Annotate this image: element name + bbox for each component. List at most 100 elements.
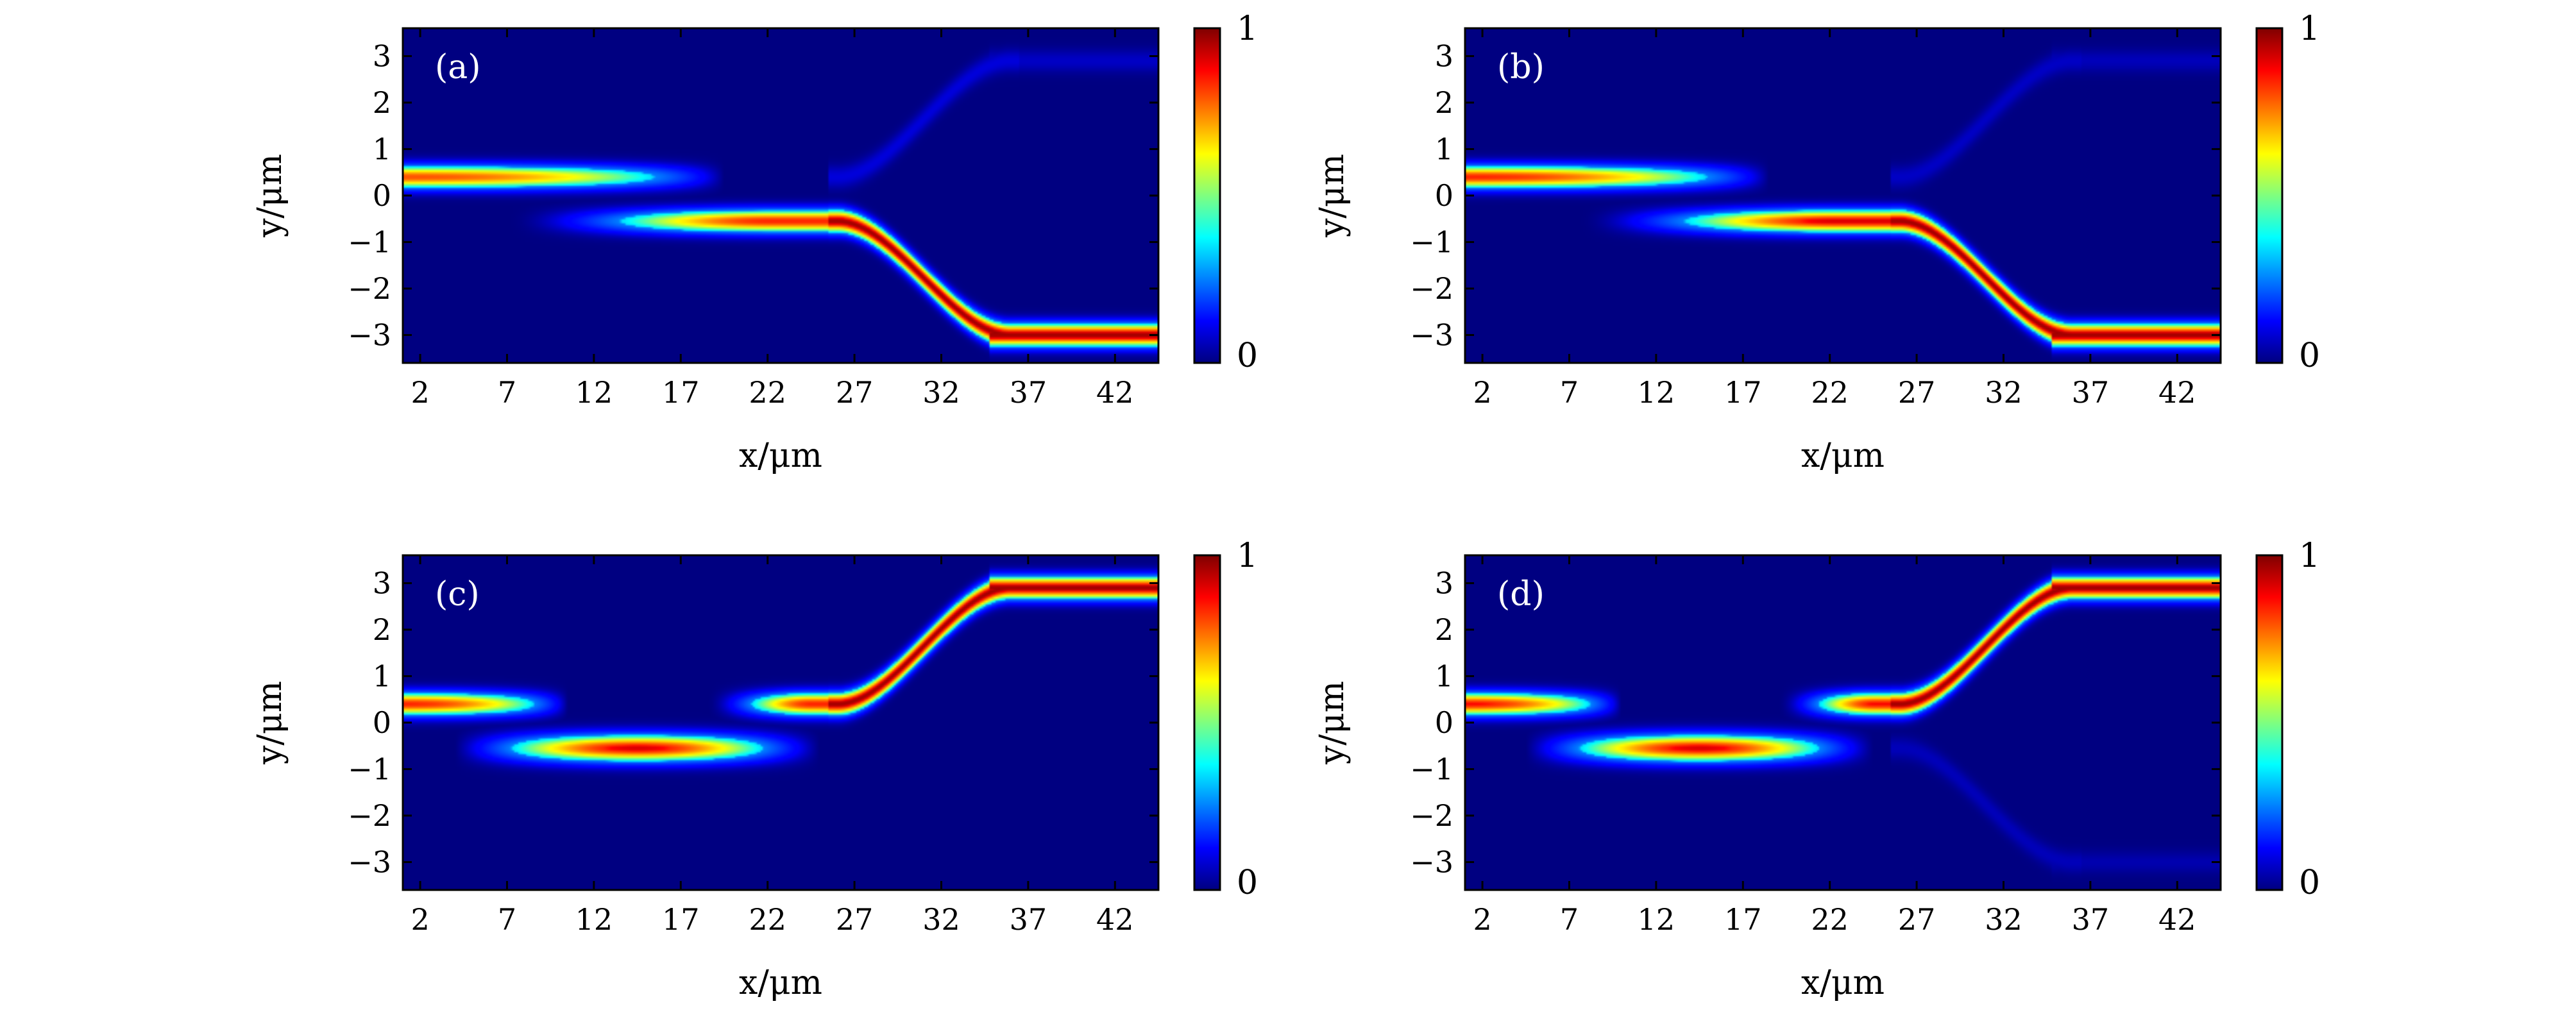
- y-tick-label: 3: [373, 566, 391, 601]
- colorbar-min-label: 0: [1237, 864, 1258, 902]
- x-tick-label: 37: [2072, 902, 2110, 937]
- y-tick-label: 2: [373, 612, 391, 647]
- x-tick-label: 7: [498, 375, 516, 410]
- y-tick-label: −2: [348, 271, 391, 306]
- x-axis-title: x/μm: [1801, 437, 1885, 475]
- y-tick-label: 2: [1435, 612, 1453, 647]
- x-axis-title: x/μm: [739, 437, 822, 475]
- y-tick-label: 0: [373, 178, 391, 213]
- panels-root: 2 7 12 17 22 27 32 37 423210−1−2−3x/μmy/μm(a)102…: [251, 10, 2320, 1002]
- colorbar-max-label: 1: [2299, 537, 2320, 575]
- x-tick-label: 2: [1473, 375, 1491, 410]
- x-tick-label: 42: [2158, 375, 2196, 410]
- panel-label: (b): [1497, 48, 1545, 87]
- x-tick-label: 22: [1811, 902, 1849, 937]
- x-tick-label: 7: [1560, 375, 1579, 410]
- y-tick-label: 2: [1435, 85, 1453, 120]
- heatmap-image: [403, 555, 1158, 890]
- x-tick-label: 7: [1560, 902, 1579, 937]
- panel-label: (c): [435, 575, 480, 614]
- x-tick-label: 17: [1724, 902, 1762, 937]
- colorbar-min-label: 0: [1237, 337, 1258, 375]
- x-tick-label: 17: [662, 902, 700, 937]
- x-tick-label: 27: [836, 375, 874, 410]
- y-tick-label: 1: [1435, 659, 1453, 694]
- x-tick-label: 12: [575, 902, 613, 937]
- x-tick-label: 17: [1724, 375, 1762, 410]
- x-tick-label: 27: [1898, 902, 1936, 937]
- x-tick-label: 22: [749, 375, 786, 410]
- colorbar-max-label: 1: [2299, 10, 2320, 48]
- colorbar: 10: [1193, 10, 1258, 375]
- x-tick-label: 42: [1096, 902, 1134, 937]
- x-tick-label: 2: [411, 375, 429, 410]
- colorbar-gradient: [1193, 27, 1221, 364]
- y-tick-label: −3: [348, 845, 391, 880]
- colorbar-min-label: 0: [2299, 864, 2320, 902]
- x-tick-label: 12: [1638, 375, 1675, 410]
- x-tick-label: 37: [1010, 902, 1047, 937]
- y-tick-label: 0: [1435, 178, 1453, 213]
- y-tick-label: 1: [373, 132, 391, 167]
- colorbar-gradient: [2255, 554, 2284, 891]
- x-tick-label: 42: [2158, 902, 2196, 937]
- colorbar: 10: [2255, 10, 2320, 375]
- x-tick-label: 12: [1638, 902, 1675, 937]
- y-axis-title: y/μm: [251, 154, 289, 238]
- y-tick-label: −1: [348, 752, 391, 787]
- y-tick-label: 1: [1435, 132, 1453, 167]
- x-tick-label: 32: [922, 902, 960, 937]
- x-tick-label: 2: [1473, 902, 1491, 937]
- y-tick-label: 3: [1435, 39, 1453, 74]
- x-axis-title: x/μm: [739, 964, 822, 1002]
- y-tick-label: −2: [1410, 798, 1453, 833]
- heatmap-image: [1465, 555, 2221, 890]
- colorbar-gradient: [2255, 27, 2284, 364]
- x-axis-title: x/μm: [1801, 964, 1885, 1002]
- x-tick-label: 12: [575, 375, 613, 410]
- colorbar: 10: [1193, 537, 1258, 902]
- x-tick-label: 22: [1811, 375, 1849, 410]
- colorbar: 10: [2255, 537, 2320, 902]
- y-tick-label: −3: [1410, 318, 1453, 353]
- x-tick-label: 32: [1985, 902, 2022, 937]
- x-tick-label: 27: [1898, 375, 1936, 410]
- y-axis-title: y/μm: [251, 681, 289, 765]
- x-tick-label: 42: [1096, 375, 1134, 410]
- colorbar-min-label: 0: [2299, 337, 2320, 375]
- y-tick-label: −2: [1410, 271, 1453, 306]
- y-axis-title: y/μm: [1313, 681, 1352, 765]
- y-tick-label: 2: [373, 85, 391, 120]
- y-tick-label: 1: [373, 659, 391, 694]
- x-tick-label: 32: [922, 375, 960, 410]
- y-tick-label: −3: [1410, 845, 1453, 880]
- x-tick-label: 17: [662, 375, 700, 410]
- y-tick-label: −3: [348, 318, 391, 353]
- y-tick-label: 3: [1435, 566, 1453, 601]
- panel-label: (a): [435, 48, 481, 87]
- heatmap-image: [403, 28, 1158, 363]
- y-tick-label: −1: [1410, 752, 1453, 787]
- x-tick-label: 2: [411, 902, 429, 937]
- x-tick-label: 37: [1010, 375, 1047, 410]
- y-axis-title: y/μm: [1313, 154, 1352, 238]
- x-tick-label: 37: [2072, 375, 2110, 410]
- x-tick-label: 7: [498, 902, 516, 937]
- heatmap-image: [1465, 28, 2221, 363]
- x-tick-label: 27: [836, 902, 874, 937]
- colorbar-gradient: [1193, 554, 1221, 891]
- panel-label: (d): [1497, 575, 1545, 614]
- y-tick-label: 0: [1435, 705, 1453, 740]
- colorbar-max-label: 1: [1237, 10, 1258, 48]
- y-tick-label: 0: [373, 705, 391, 740]
- y-tick-label: −1: [1410, 225, 1453, 260]
- colorbar-max-label: 1: [1237, 537, 1258, 575]
- x-tick-label: 22: [749, 902, 786, 937]
- y-tick-label: −1: [348, 225, 391, 260]
- x-tick-label: 32: [1985, 375, 2022, 410]
